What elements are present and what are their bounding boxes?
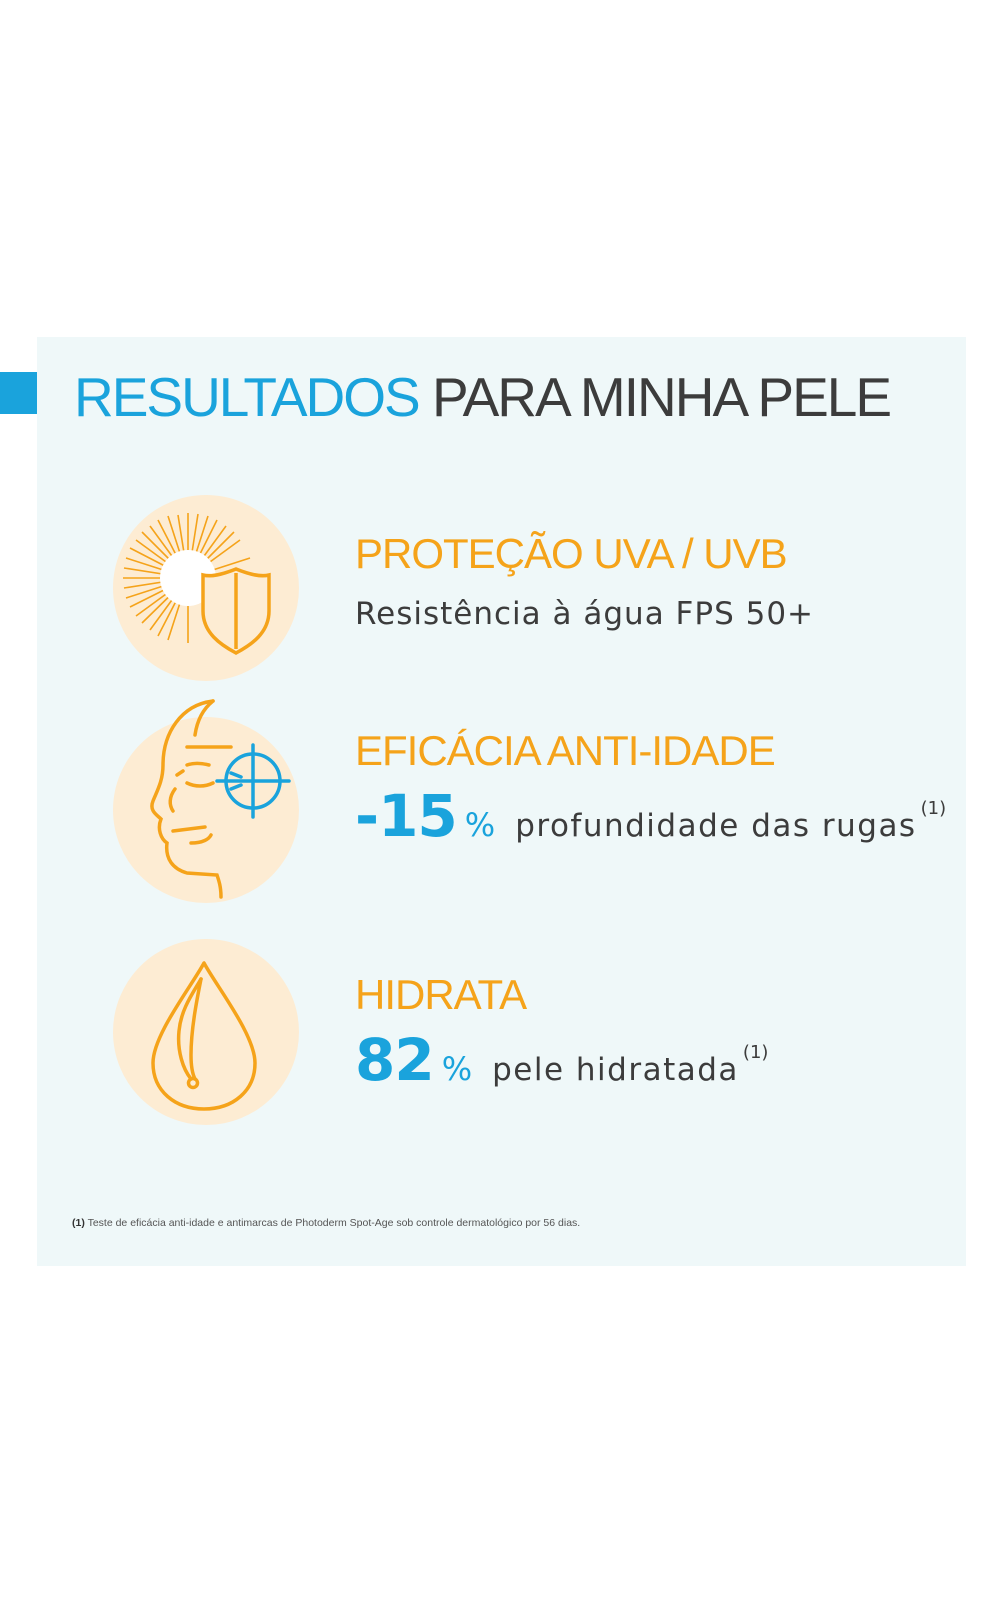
footnote: (1) Teste de eficácia anti-idade e antim… — [72, 1217, 580, 1229]
benefit-heading-antiage: EFICÁCIA ANTI-IDADE — [355, 727, 776, 774]
footnote-text: Teste de eficácia anti-idade e antimarca… — [87, 1217, 581, 1229]
icon-circle-drop — [113, 939, 299, 1125]
title-highlight: RESULTADOS — [74, 366, 421, 428]
face-target-icon — [113, 693, 333, 903]
results-panel: RESULTADOS PARA MINHA PELE — [37, 337, 966, 1266]
stat-value-hydration: 82 — [355, 1026, 435, 1094]
footnote-ref-hydration: (1) — [742, 1042, 769, 1063]
title-rest: PARA MINHA PELE — [431, 366, 892, 428]
stat-detail-hydration: pele hidratada — [492, 1052, 739, 1088]
page-title: RESULTADOS PARA MINHA PELE — [74, 370, 892, 425]
stat-unit-hydration: % — [441, 1050, 473, 1088]
benefit-stat-hydration: 82% pele hidratada (1) — [355, 1031, 768, 1089]
sun-shield-icon — [113, 495, 299, 681]
benefit-stat-antiage: -15% profundidade das rugas (1) — [355, 787, 946, 845]
footnote-marker: (1) — [72, 1217, 85, 1229]
accent-bar — [0, 372, 37, 414]
benefit-detail-uv: Resistência à água FPS 50+ — [355, 596, 815, 632]
benefit-heading-uv: PROTEÇÃO UVA / UVB — [355, 530, 788, 577]
footnote-ref-antiage: (1) — [920, 798, 947, 819]
stat-unit-antiage: % — [464, 806, 496, 844]
stat-value-antiage: -15 — [355, 782, 458, 850]
water-drop-icon — [113, 939, 299, 1125]
stat-detail-antiage: profundidade das rugas — [515, 808, 917, 844]
benefit-heading-hydration: HIDRATA — [355, 971, 527, 1018]
